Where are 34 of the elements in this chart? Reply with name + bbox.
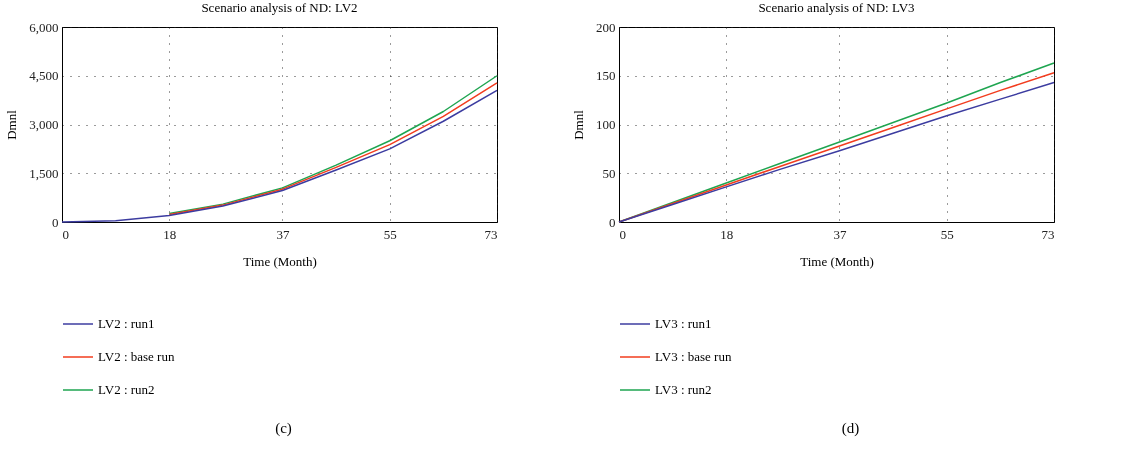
y-tick-label: 100 xyxy=(596,117,616,132)
y-tick-label: 6,000 xyxy=(29,19,59,35)
legend-label: LV3 : base run xyxy=(655,349,732,364)
legend-label: LV2 : base run xyxy=(98,349,175,364)
x-tick-label: 0 xyxy=(619,226,626,242)
legend-label: LV3 : run2 xyxy=(655,382,712,397)
y-tick-label: 50 xyxy=(602,165,616,181)
text: (d) xyxy=(840,420,861,437)
x-tick-label: 55 xyxy=(383,226,397,242)
y-axis-title: Dmnl xyxy=(4,109,20,140)
y-tick-label: 0 xyxy=(52,214,59,230)
x-tick-label: 0 xyxy=(62,226,69,242)
text: (c) xyxy=(274,420,293,437)
x-tick-label: 55 xyxy=(940,226,954,242)
legend-label: LV2 : run1 xyxy=(98,316,155,331)
y-tick-label: 3,000 xyxy=(29,117,59,132)
x-axis-title: Time (Month) xyxy=(800,253,874,269)
x-tick-label: 73 xyxy=(484,226,498,242)
x-axis-title: Time (Month) xyxy=(243,253,317,269)
chart-title: Scenario analysis of ND: LV3 xyxy=(758,0,915,15)
y-tick-label: 200 xyxy=(596,19,616,35)
y-axis-title: Dmnl xyxy=(571,109,586,140)
x-tick-label: 37 xyxy=(276,226,290,242)
y-tick-label: 150 xyxy=(596,68,616,84)
x-tick-label: 37 xyxy=(833,226,847,242)
legend-label: LV2 : run2 xyxy=(98,382,155,397)
y-tick-label: 0 xyxy=(609,214,616,230)
chart-title: Scenario analysis of ND: LV2 xyxy=(201,0,358,15)
x-tick-label: 18 xyxy=(720,226,734,242)
legend-label: LV3 : run1 xyxy=(655,316,712,331)
x-tick-label: 18 xyxy=(163,226,177,242)
y-tick-label: 1,500 xyxy=(29,165,59,181)
y-tick-label: 4,500 xyxy=(29,68,59,84)
x-tick-label: 73 xyxy=(1041,226,1055,242)
